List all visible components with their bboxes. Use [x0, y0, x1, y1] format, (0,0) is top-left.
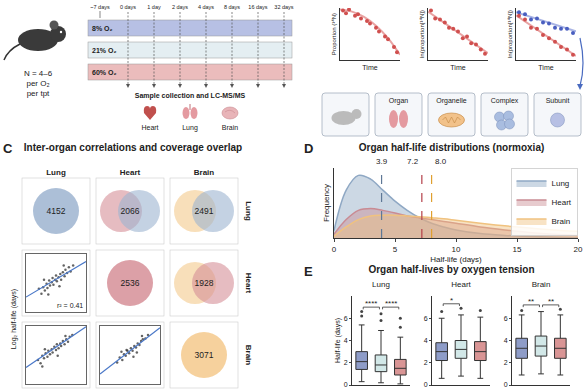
svg-text:Brain: Brain: [244, 345, 253, 366]
svg-text:21% O₂: 21% O₂: [92, 47, 117, 54]
svg-text:8% O₂: 8% O₂: [92, 25, 113, 32]
svg-text:*: *: [450, 296, 453, 305]
svg-text:ln(proportion[¹⁴N]): ln(proportion[¹⁴N]): [419, 10, 425, 58]
svg-text:2: 2: [344, 359, 348, 366]
svg-text:C: C: [3, 141, 13, 156]
svg-text:ln(proportion[¹⁴N]): ln(proportion[¹⁴N]): [507, 10, 513, 58]
svg-text:****: ****: [365, 299, 377, 308]
svg-text:Brain: Brain: [222, 124, 238, 131]
svg-text:Brain: Brain: [552, 217, 571, 226]
svg-text:3.9: 3.9: [376, 157, 388, 166]
svg-text:Frequency: Frequency: [322, 184, 331, 222]
svg-text:Brain: Brain: [532, 280, 551, 289]
svg-text:Lung: Lung: [244, 201, 253, 221]
svg-text:6: 6: [424, 315, 428, 322]
svg-text:****: ****: [385, 299, 397, 308]
svg-text:Half-life (days): Half-life (days): [334, 318, 342, 363]
svg-text:Proportion (¹⁴N): Proportion (¹⁴N): [331, 13, 337, 55]
svg-text:2066: 2066: [121, 206, 140, 216]
svg-text:20: 20: [574, 245, 583, 254]
svg-text:32 days: 32 days: [274, 4, 294, 10]
svg-text:0: 0: [332, 245, 337, 254]
svg-text:60% O₂: 60% O₂: [92, 69, 117, 76]
svg-text:Organelle: Organelle: [436, 97, 466, 105]
svg-text:Subunit: Subunit: [546, 97, 570, 104]
svg-text:7.2: 7.2: [407, 157, 419, 166]
svg-text:16 days: 16 days: [248, 4, 268, 10]
svg-text:2 days: 2 days: [172, 4, 188, 10]
html-text:Organ half-life distributions: Organ half-life distributions (normoxia): [358, 142, 545, 153]
svg-text:**: **: [548, 297, 554, 306]
svg-text:Lung: Lung: [46, 168, 66, 177]
svg-text:~7 days: ~7 days: [90, 4, 110, 10]
svg-text:15: 15: [513, 245, 522, 254]
svg-text:4: 4: [504, 337, 508, 344]
svg-text:Heart: Heart: [451, 280, 471, 289]
html-text:Organ half-lives by oxygen ten: Organ half-lives by oxygen tension: [368, 264, 535, 275]
svg-text:Lung: Lung: [182, 124, 198, 132]
svg-text:6: 6: [504, 315, 508, 322]
html-text:Inter-organ correlations and c: Inter-organ correlations and coverage ov…: [23, 142, 243, 153]
svg-text:5: 5: [393, 245, 398, 254]
svg-text:Sample collection and LC-MS/MS: Sample collection and LC-MS/MS: [135, 92, 246, 100]
svg-text:Heart: Heart: [244, 273, 253, 294]
svg-text:Time: Time: [362, 64, 377, 71]
svg-text:E: E: [304, 264, 313, 279]
svg-text:4 days: 4 days: [198, 4, 214, 10]
svg-text:Log₂ half-life (days): Log₂ half-life (days): [10, 289, 18, 349]
svg-text:**: **: [528, 297, 534, 306]
svg-text:2: 2: [424, 359, 428, 366]
svg-text:r² = 0.41: r² = 0.41: [57, 302, 83, 309]
svg-text:D: D: [304, 141, 313, 156]
svg-text:0: 0: [344, 381, 348, 388]
svg-text:0 days: 0 days: [120, 4, 136, 10]
svg-text:Organ: Organ: [389, 97, 409, 105]
svg-text:Heart: Heart: [120, 168, 141, 177]
svg-text:Time: Time: [450, 64, 465, 71]
svg-text:Complex: Complex: [491, 97, 519, 105]
svg-text:1 day: 1 day: [147, 4, 161, 10]
svg-text:0: 0: [424, 381, 428, 388]
svg-text:8.0: 8.0: [435, 157, 447, 166]
svg-text:8 days: 8 days: [224, 4, 240, 10]
svg-text:Lung: Lung: [372, 280, 390, 289]
svg-text:2491: 2491: [195, 206, 214, 216]
svg-text:0: 0: [504, 381, 508, 388]
svg-text:2: 2: [504, 359, 508, 366]
svg-text:Time: Time: [538, 64, 553, 71]
svg-text:6: 6: [344, 315, 348, 322]
svg-text:per tpt: per tpt: [27, 89, 50, 98]
svg-text:1928: 1928: [195, 278, 214, 288]
svg-text:Lung: Lung: [552, 179, 570, 188]
svg-text:2536: 2536: [121, 278, 140, 288]
svg-text:Half-life (days): Half-life (days): [430, 255, 482, 264]
svg-text:Brain: Brain: [194, 168, 215, 177]
svg-text:Heart: Heart: [141, 124, 158, 131]
svg-text:4: 4: [424, 337, 428, 344]
svg-text:4: 4: [344, 337, 348, 344]
svg-text:3071: 3071: [195, 350, 214, 360]
svg-text:N = 4–6: N = 4–6: [24, 69, 53, 78]
svg-text:per O₂: per O₂: [26, 79, 49, 88]
svg-text:Heart: Heart: [552, 198, 572, 207]
svg-text:4152: 4152: [47, 206, 66, 216]
svg-text:10: 10: [452, 245, 461, 254]
